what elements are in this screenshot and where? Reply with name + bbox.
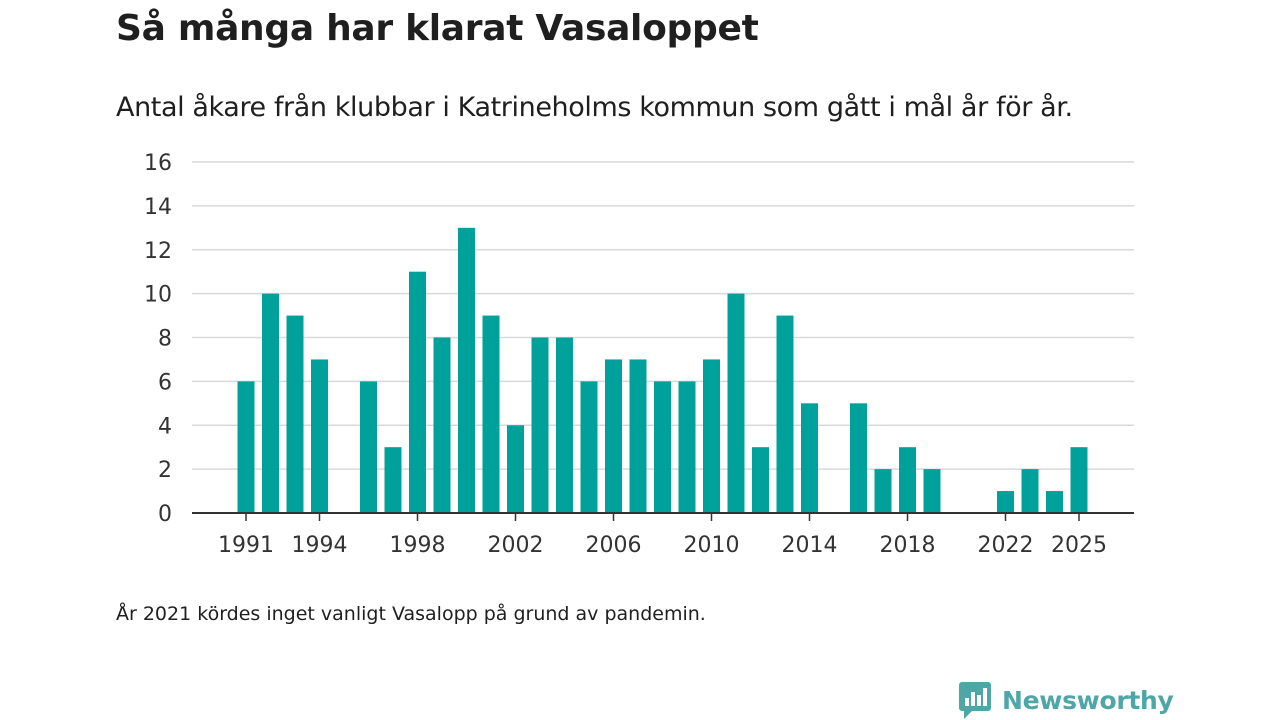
bar: [703, 359, 720, 513]
bar: [727, 293, 745, 513]
bar: [678, 381, 696, 513]
bar: [874, 469, 892, 513]
bar: [482, 315, 500, 513]
x-tick-label: 2018: [880, 533, 936, 558]
brand-name: Newsworthy: [1002, 685, 1174, 715]
bar: [850, 403, 867, 513]
bar: [580, 381, 598, 513]
x-tick-label: 2022: [978, 533, 1034, 558]
chart-title: Så många har klarat Vasaloppet: [116, 8, 759, 49]
bar: [556, 337, 573, 513]
x-tick-label: 1994: [292, 533, 348, 558]
y-tick-label: 16: [144, 151, 172, 176]
bar: [237, 381, 255, 513]
x-tick-label: 2006: [586, 533, 642, 558]
bar: [433, 337, 451, 513]
bar: [360, 381, 377, 513]
bar: [752, 447, 769, 513]
bar: [1070, 447, 1088, 513]
footnote: År 2021 kördes inget vanligt Vasalopp på…: [116, 603, 706, 625]
bar: [531, 337, 549, 513]
x-tick-label: 2014: [782, 533, 838, 558]
bar: [1046, 491, 1063, 513]
y-tick-label: 14: [144, 195, 172, 220]
bar: [507, 425, 524, 513]
bar: [311, 359, 328, 513]
x-tick-label: 2002: [488, 533, 544, 558]
y-tick-label: 6: [158, 370, 172, 395]
x-tick-label: 2025: [1051, 533, 1107, 558]
x-tick-label: 2010: [684, 533, 740, 558]
bar: [899, 447, 916, 513]
bar: [1021, 469, 1039, 513]
y-tick-label: 0: [158, 502, 172, 527]
bar: [997, 491, 1014, 513]
y-tick-label: 12: [144, 239, 172, 264]
bar: [801, 403, 818, 513]
bar-chart: 0 2 4 6 8 10 12 14 16 1991 1994 1998 2002 2006 2010 201…: [144, 151, 1134, 558]
y-tick-label: 8: [158, 327, 172, 352]
x-tick-label: 1991: [218, 533, 274, 558]
chart-subtitle: Antal åkare från klubbar i Katrineholms …: [116, 92, 1073, 123]
bar: [923, 469, 941, 513]
bar: [286, 315, 304, 513]
y-tick-label: 4: [158, 414, 172, 439]
bar: [654, 381, 671, 513]
bar: [458, 227, 475, 513]
newsworthy-logo-icon: [959, 682, 991, 719]
bar: [262, 293, 279, 513]
bar: [605, 359, 622, 513]
newsworthy-brand: Newsworthy: [958, 680, 1174, 720]
bar: [409, 271, 426, 513]
bar: [629, 359, 647, 513]
bar: [384, 447, 402, 513]
x-tick-label: 1998: [390, 533, 446, 558]
y-tick-label: 2: [158, 458, 172, 483]
y-tick-label: 10: [144, 283, 172, 308]
bar: [776, 315, 794, 513]
